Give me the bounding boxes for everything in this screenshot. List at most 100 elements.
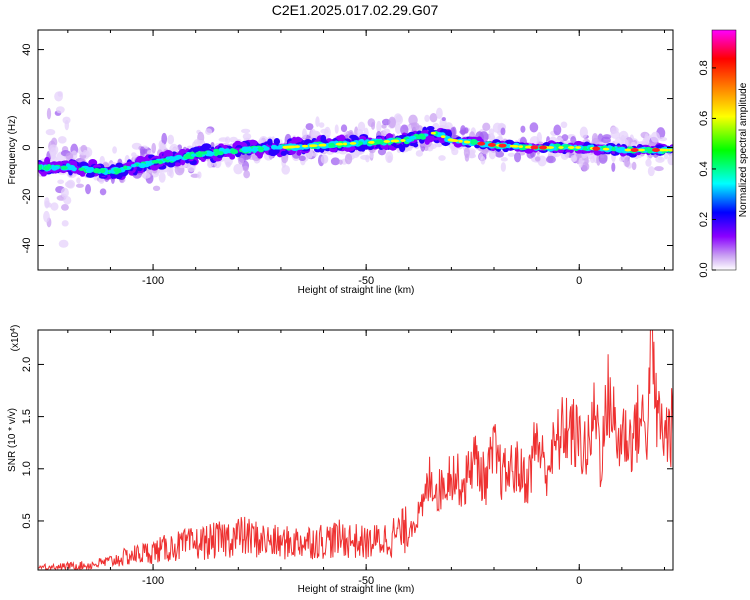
- heat-halo-blob: [311, 152, 318, 157]
- heat-hotspot-yellow: [349, 142, 357, 145]
- heat-halo-blob: [310, 128, 317, 140]
- heat-band-blob: [273, 137, 281, 145]
- heat-halo-blob: [631, 161, 637, 171]
- heat-halo-blob: [63, 196, 72, 205]
- snr-x-tick-label: -50: [358, 575, 374, 587]
- heat-core-blob: [78, 167, 86, 171]
- heat-halo-blob: [229, 136, 238, 143]
- heat-halo-blob: [500, 162, 506, 172]
- heat-band-blob: [296, 150, 302, 156]
- colorbar-label: Normalized spectral amplitude: [738, 82, 749, 217]
- heat-halo-blob: [98, 177, 105, 184]
- heat-halo-blob: [99, 188, 107, 196]
- heat-halo-blob: [57, 136, 67, 144]
- heat-halo-blob: [298, 155, 306, 161]
- colorbar-tick-label: 0.2: [698, 212, 710, 227]
- spectrogram-heatmap: [38, 91, 673, 248]
- figure-title: C2E1.2025.017.02.29.G07: [272, 2, 439, 18]
- heat-hotspot-red: [651, 148, 660, 152]
- heat-halo-blob: [83, 149, 88, 156]
- heat-halo-blob: [151, 142, 157, 154]
- heat-halo-blob: [624, 156, 631, 168]
- heat-halo-blob: [482, 122, 491, 131]
- heat-halo-blob: [167, 134, 175, 145]
- heat-halo-blob: [488, 149, 496, 160]
- heat-halo-blob: [161, 132, 168, 145]
- heat-band-blob: [280, 150, 287, 157]
- heat-core-blob: [214, 151, 219, 157]
- snr-scale-exponent: 4: [10, 328, 17, 332]
- heat-hotspot-yellow: [342, 142, 348, 146]
- heat-hotspot-yellow: [567, 146, 575, 149]
- heat-halo-blob: [318, 122, 325, 128]
- heat-halo-blob: [424, 114, 430, 123]
- heat-halo-blob: [58, 239, 69, 248]
- snr-y-tick-label: 1.0: [21, 461, 33, 476]
- snr-scale-base: (x10: [10, 331, 21, 351]
- heat-halo-blob: [64, 180, 74, 188]
- heat-halo-blob: [507, 152, 516, 157]
- heat-hotspot-yellow: [458, 139, 463, 143]
- heat-halo-blob: [520, 125, 526, 133]
- heat-core-blob: [114, 168, 122, 174]
- colorbar: 0.0 0.2 0.4 0.6 0.8 Normalized spectral ampl…: [698, 29, 749, 278]
- heat-halo-blob: [57, 179, 65, 185]
- heat-core-blob: [506, 143, 512, 149]
- spectrogram-ticks: -100 -50 0 -40 -20 0 20 40: [21, 30, 673, 287]
- heat-halo-blob: [498, 133, 503, 142]
- heat-halo-blob: [611, 162, 616, 173]
- heat-core-blob: [208, 151, 213, 156]
- svg-text:(x104): (x104): [10, 325, 22, 352]
- colorbar-tick-label: 0.8: [698, 60, 710, 75]
- heat-halo-blob: [48, 144, 59, 156]
- heat-halo-blob: [233, 163, 244, 175]
- colorbar-tick-label: 0.0: [698, 262, 710, 277]
- heat-halo-blob: [344, 153, 353, 165]
- heat-halo-blob: [460, 125, 466, 136]
- heat-hotspot-red: [592, 146, 601, 151]
- heat-halo-blob: [415, 150, 423, 157]
- heat-halo-blob: [330, 157, 340, 166]
- heat-halo-blob: [395, 114, 404, 125]
- heat-band-blob: [413, 142, 419, 148]
- heat-halo-blob: [61, 220, 69, 227]
- heat-core-blob: [175, 154, 183, 160]
- snr-scale-label: (x104): [10, 325, 22, 352]
- heat-halo-blob: [334, 124, 339, 134]
- heat-halo-blob: [61, 203, 69, 211]
- heat-halo-blob: [645, 158, 652, 167]
- heat-halo-blob: [141, 172, 151, 179]
- spectrogram-y-tick-label: 0: [21, 144, 33, 150]
- heat-halo-blob: [382, 128, 391, 135]
- heat-halo-blob: [400, 124, 409, 136]
- heat-hotspot-yellow: [430, 131, 436, 135]
- heat-halo-blob: [381, 118, 391, 126]
- heat-halo-blob: [410, 122, 420, 131]
- heat-core-blob: [95, 168, 101, 173]
- heat-halo-blob: [438, 155, 446, 161]
- heat-core-blob: [138, 162, 147, 169]
- heat-halo-blob: [478, 153, 484, 161]
- snr-frame: [37, 329, 674, 571]
- heat-halo-blob: [65, 152, 74, 160]
- heat-halo-blob: [354, 126, 359, 138]
- snr-scale-close: ): [10, 325, 21, 328]
- heat-halo-blob: [302, 128, 307, 140]
- heat-halo-blob: [152, 185, 161, 192]
- heat-hotspot-yellow: [448, 138, 453, 142]
- heat-halo-blob: [654, 166, 664, 172]
- heat-halo-blob: [360, 154, 370, 160]
- heat-halo-blob: [75, 183, 84, 188]
- spectrogram-y-tick-label: -40: [21, 238, 33, 254]
- heat-core-blob: [165, 156, 171, 160]
- heat-halo-blob: [451, 147, 459, 156]
- heat-halo-blob: [218, 137, 229, 142]
- heat-core-blob: [130, 164, 137, 168]
- heat-halo-blob: [55, 106, 65, 114]
- snr-panel: -100 -50 0 0.5 1.0 1.5 2.0 Height of straight …: [7, 325, 674, 595]
- heat-halo-blob: [242, 165, 249, 172]
- spectrogram-panel: -100 -50 0 -40 -20 0 20 40 Height of straight l…: [7, 29, 674, 296]
- snr-y-tick-label: 0.5: [21, 513, 33, 528]
- heat-halo-blob: [650, 131, 661, 143]
- heat-hotspot-yellow: [524, 145, 533, 149]
